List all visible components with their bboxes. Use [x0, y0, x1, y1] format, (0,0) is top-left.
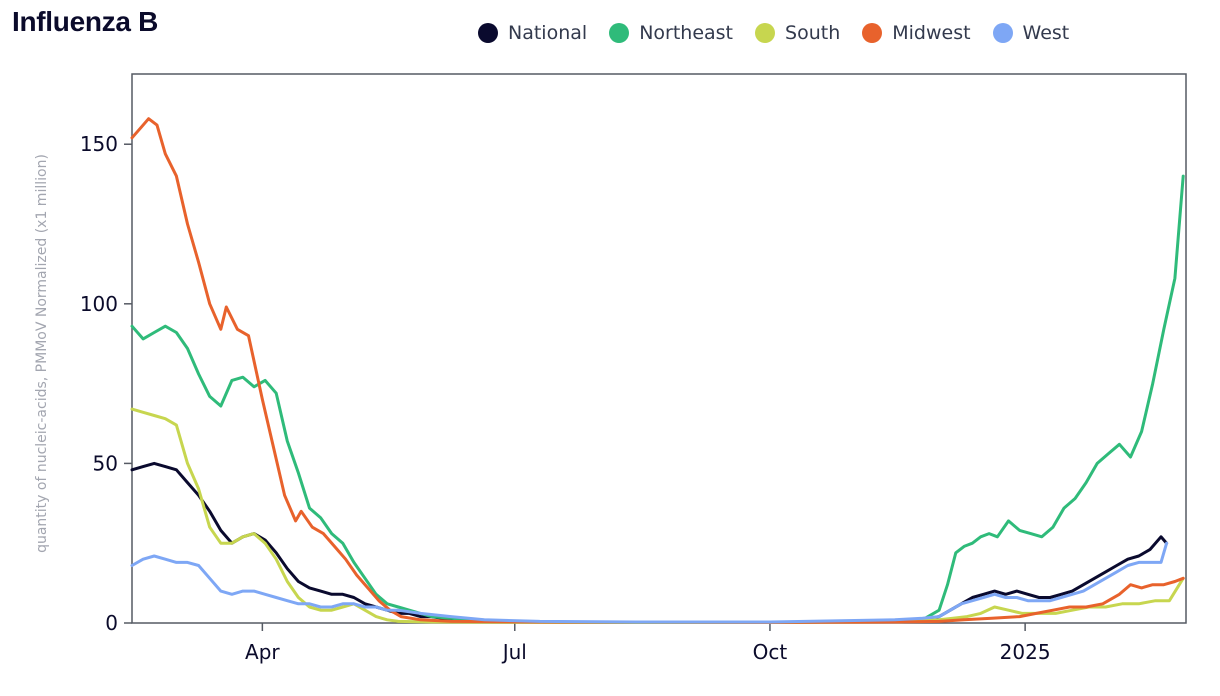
legend-item-midwest[interactable]: Midwest [862, 22, 971, 44]
y-tick-label: 100 [80, 292, 118, 316]
x-tick-label: Oct [753, 640, 788, 664]
legend-item-west[interactable]: West [992, 22, 1070, 44]
series-line-midwest [130, 117, 1185, 624]
chart-title: Influenza B [12, 6, 159, 37]
y-axis-label: quantity of nucleic-acids, PMMoV Normali… [34, 154, 50, 553]
legend-item-northeast[interactable]: Northeast [609, 22, 733, 44]
legend-label: Northeast [639, 22, 734, 44]
series-line-south [130, 407, 1185, 624]
legend-item-national[interactable]: National [478, 22, 587, 44]
y-tick-label: 150 [80, 132, 118, 156]
legend-item-south[interactable]: South [755, 22, 840, 44]
legend-swatch [992, 23, 1013, 43]
y-tick-label: 0 [105, 611, 118, 635]
legend-swatch [478, 23, 498, 43]
legend-swatch [755, 23, 776, 43]
legend-label: South [785, 22, 841, 44]
series-line-west [130, 541, 1169, 624]
legend-swatch [862, 23, 883, 43]
y-tick-label: 50 [93, 451, 118, 475]
legend-label: Midwest [892, 22, 971, 44]
legend-swatch [609, 23, 630, 43]
x-tick-label: Apr [245, 640, 280, 664]
legend: National Northeast South Midwest West [478, 22, 1091, 44]
legend-label: West [1022, 22, 1070, 44]
legend-label: National [508, 22, 588, 44]
x-tick-label: Jul [501, 640, 527, 664]
series-line-northeast [130, 174, 1185, 624]
plot-frame [131, 73, 1187, 624]
x-tick-label: 2025 [1000, 640, 1051, 664]
